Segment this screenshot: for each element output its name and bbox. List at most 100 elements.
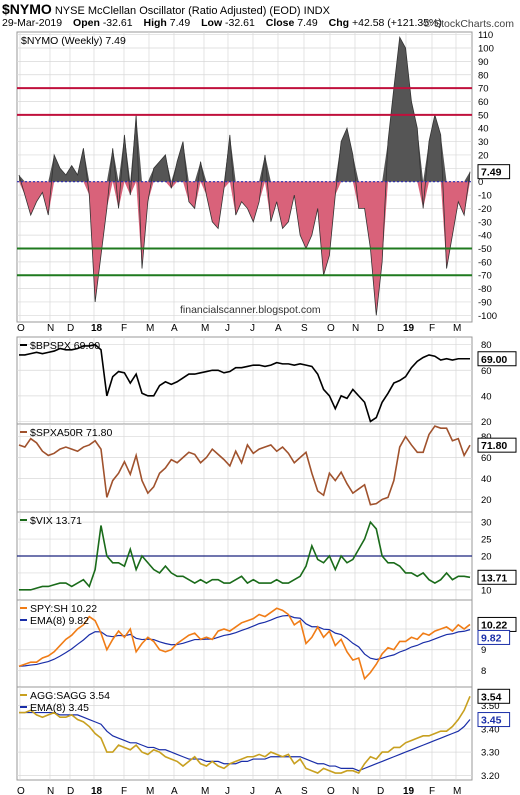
ytick-nymo-0: 110 [478, 30, 493, 41]
quote-date: 29-Mar-2019 [2, 17, 63, 29]
agg-sagg-ema-line [19, 711, 471, 772]
ytick-spxa50r-3: 20 [481, 495, 492, 506]
panel-frame-1 [16, 336, 473, 425]
high-value: 7.49 [169, 17, 191, 29]
x-label-bottom-9: J [250, 786, 255, 795]
ytick-nymo-20: -90 [478, 297, 492, 308]
ytick-nymo-7: 40 [478, 124, 489, 135]
x-label-top-17: M [453, 323, 461, 334]
agg-sagg-ema-legend: EMA(8) 3.45 [30, 702, 89, 714]
x-label-top-5: M [146, 323, 154, 334]
agg-sagg-series-line [19, 695, 471, 775]
ytick-nymo-18: -70 [478, 271, 492, 282]
ytick-nymo-17: -60 [478, 257, 492, 268]
close-value: 7.49 [297, 17, 318, 29]
ytick-nymo-9: 20 [478, 150, 489, 161]
ytick-spxa50r-2: 40 [481, 474, 492, 485]
panel-frame-4 [16, 599, 473, 688]
x-label-top-13: N [352, 323, 359, 334]
ytick-bpspx-3: 20 [481, 417, 492, 428]
ytick-spxa50r-0: 80 [481, 432, 492, 443]
ytick-nymo-14: -30 [478, 217, 492, 228]
ytick-nymo-1: 100 [478, 44, 494, 55]
ytick-agg-sagg-1: 3.40 [481, 724, 500, 735]
ytick-nymo-15: -40 [478, 231, 492, 242]
spy-sh-ema-line [18, 614, 471, 667]
x-label-bottom-12: O [327, 786, 335, 795]
x-label-bottom-7: M [201, 786, 209, 795]
x-label-bottom-2: D [67, 786, 74, 795]
vix-series-line [19, 520, 471, 591]
vix-title: $VIX 13.71 [30, 515, 82, 527]
ytick-vix-1: 25 [481, 535, 492, 546]
high-label: High [143, 17, 167, 29]
close-label: Close [265, 17, 295, 29]
x-label-top-7: M [201, 323, 209, 334]
ytick-agg-sagg-3: 3.20 [481, 771, 500, 782]
x-label-top-15: 19 [403, 323, 415, 334]
x-label-top-3: 18 [91, 323, 103, 334]
ytick-vix-2: 20 [481, 552, 492, 563]
x-label-top-14: D [377, 323, 384, 334]
x-label-top-9: J [250, 323, 255, 334]
x-label-bottom-17: M [453, 786, 461, 795]
ytick-nymo-4: 70 [478, 84, 489, 95]
spy-sh-title: SPY:SH 10.22 [30, 603, 97, 615]
spxa50r-current-value-box [477, 437, 517, 453]
ytick-agg-sagg-2: 3.30 [481, 748, 500, 759]
x-label-top-16: F [429, 323, 435, 334]
nymo-current-value-box [477, 164, 511, 180]
ytick-nymo-19: -80 [478, 284, 492, 295]
x-label-bottom-15: 19 [403, 786, 415, 795]
spy-sh-current-value: 10.22 [481, 619, 507, 631]
x-label-bottom-11: S [301, 786, 308, 795]
x-label-bottom-0: O [17, 786, 25, 795]
bpspx-title: $BPSPX 69.00 [30, 340, 100, 352]
x-label-top-1: N [47, 323, 54, 334]
exchange: INDX [303, 5, 330, 17]
spxa50r-current-value: 71.80 [481, 440, 507, 452]
ytick-nymo-21: -100 [478, 311, 497, 322]
ytick-spy-sh-1: 9 [481, 645, 486, 656]
chart-header: $NYMO NYSE McClellan Oscillator (Ratio A… [0, 0, 520, 32]
panel-frame-5 [16, 686, 473, 781]
agg-sagg-current-value: 3.54 [481, 691, 502, 703]
vix-current-value: 13.71 [481, 572, 507, 584]
x-label-bottom-5: M [146, 786, 154, 795]
x-label-top-4: F [121, 323, 127, 334]
agg-sagg-ema-current-value-box [477, 712, 511, 728]
vix-current-value-box [477, 569, 517, 585]
x-label-bottom-4: F [121, 786, 127, 795]
spy-sh-ema-current-value: 9.82 [481, 632, 502, 644]
x-label-top-2: D [67, 323, 74, 334]
ytick-nymo-5: 60 [478, 97, 489, 108]
ytick-vix-0: 30 [481, 518, 492, 529]
spxa50r-series-line [18, 425, 471, 506]
x-label-top-0: O [17, 323, 25, 334]
ytick-nymo-6: 50 [478, 110, 489, 121]
bpspx-series-line [19, 343, 470, 423]
x-label-bottom-10: A [275, 786, 282, 795]
x-label-bottom-14: D [377, 786, 384, 795]
ytick-spy-sh-2: 8 [481, 666, 486, 677]
x-label-top-11: S [301, 323, 308, 334]
ytick-nymo-13: -20 [478, 204, 492, 215]
open-value: -32.61 [102, 17, 133, 29]
ytick-vix-4: 10 [481, 585, 492, 596]
nymo-current-value: 7.49 [481, 167, 502, 179]
x-label-top-6: A [171, 323, 178, 334]
x-label-bottom-1: N [47, 786, 54, 795]
spxa50r-title: $SPXA50R 71.80 [30, 427, 112, 439]
x-label-bottom-16: F [429, 786, 435, 795]
ytick-bpspx-2: 40 [481, 391, 492, 402]
low-value: -32.61 [225, 17, 255, 29]
spy-sh-ema-legend: EMA(8) 9.82 [30, 615, 89, 627]
bpspx-current-value-box [477, 351, 517, 367]
bpspx-current-value: 69.00 [481, 354, 507, 366]
watermark: financialscanner.blogspot.com [180, 304, 321, 316]
nymo-series-line [18, 36, 471, 316]
spy-sh-ema-current-value-box [477, 629, 511, 645]
ytick-bpspx-1: 60 [481, 366, 492, 377]
chg-value: +42.58 (+121.35%) [351, 17, 442, 29]
security-name: NYSE McClellan Oscillator (Ratio Adjuste… [54, 5, 301, 17]
